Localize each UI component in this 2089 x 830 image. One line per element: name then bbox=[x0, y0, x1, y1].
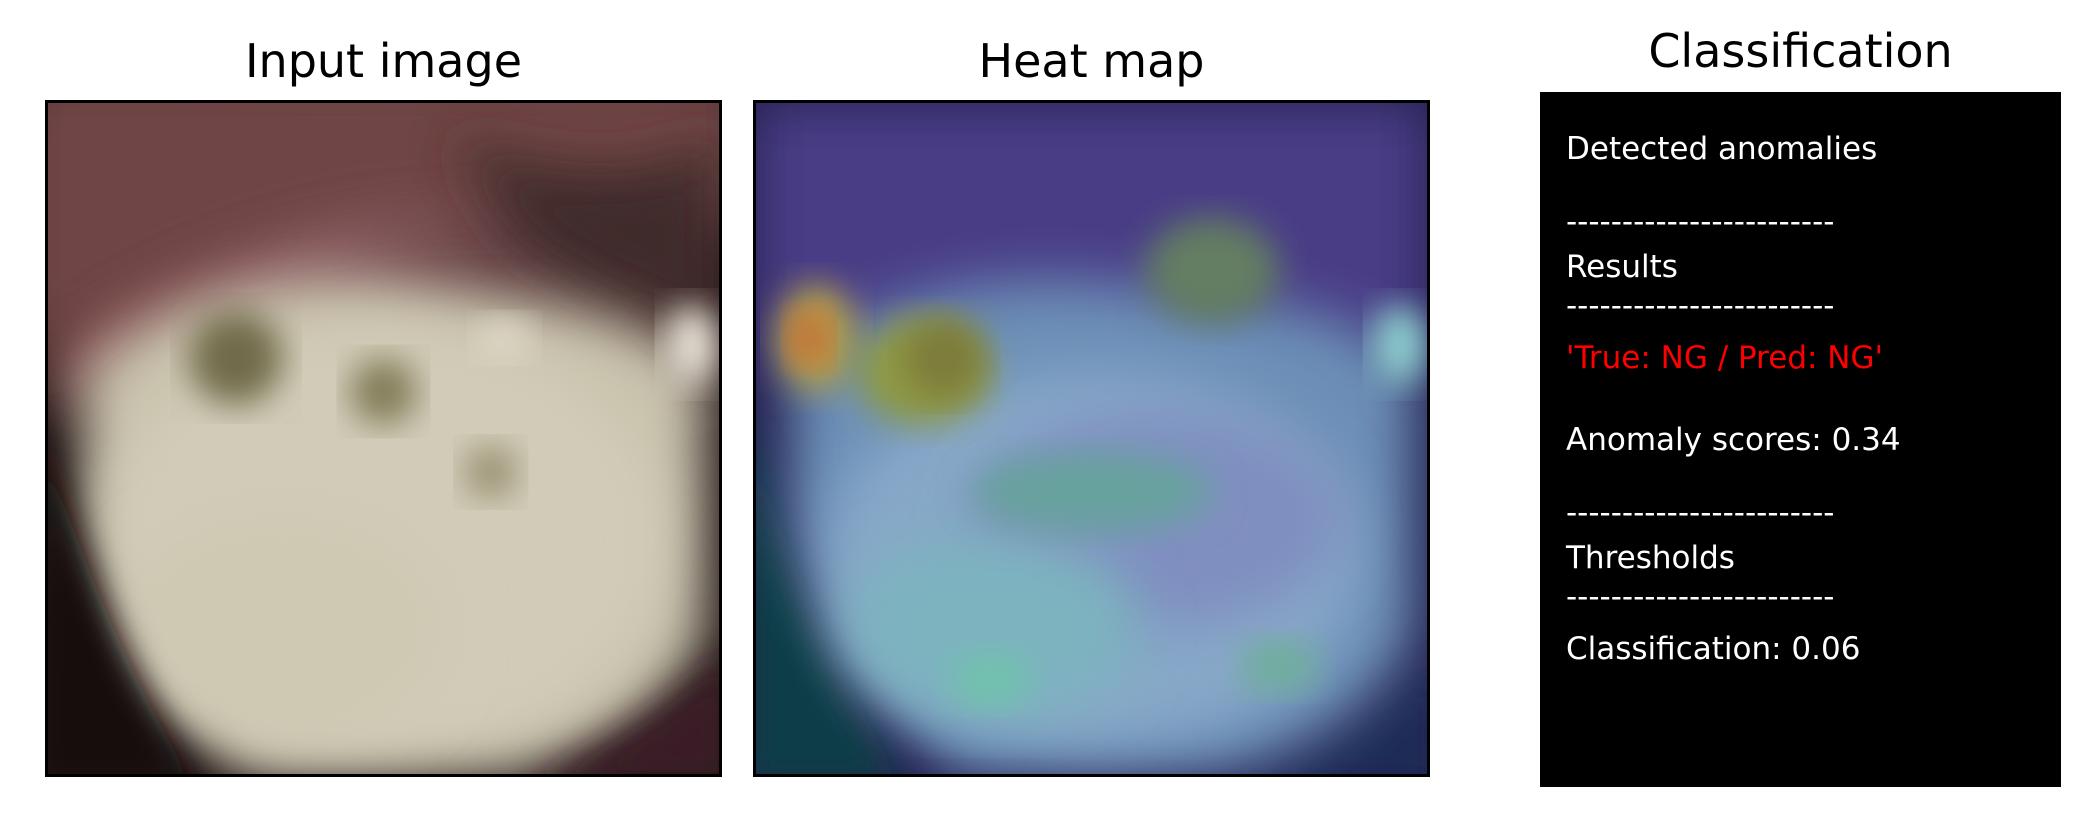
input-image bbox=[45, 100, 722, 777]
detected-anomalies-label: Detected anomalies bbox=[1566, 131, 1878, 167]
heatmap-title: Heat map bbox=[978, 34, 1205, 88]
heatmap-graphic bbox=[756, 103, 1427, 774]
results-label: Results bbox=[1566, 249, 1678, 285]
separator-3: ------------------------ bbox=[1566, 495, 1835, 531]
input-image-title: Input image bbox=[244, 34, 522, 88]
thresholds-label: Thresholds bbox=[1566, 540, 1735, 576]
separator-1: ------------------------ bbox=[1566, 204, 1835, 240]
classification-box: Detected anomalies ---------------------… bbox=[1540, 92, 2061, 787]
input-image-graphic bbox=[48, 103, 719, 774]
separator-4: ------------------------ bbox=[1566, 579, 1835, 615]
anomaly-score: Anomaly scores: 0.34 bbox=[1566, 422, 1901, 458]
classification-threshold: Classification: 0.06 bbox=[1566, 631, 1861, 667]
separator-2: ------------------------ bbox=[1566, 288, 1835, 324]
heatmap-image bbox=[753, 100, 1430, 777]
prediction-text: 'True: NG / Pred: NG' bbox=[1566, 340, 1884, 376]
classification-title: Classification bbox=[1648, 24, 1953, 78]
